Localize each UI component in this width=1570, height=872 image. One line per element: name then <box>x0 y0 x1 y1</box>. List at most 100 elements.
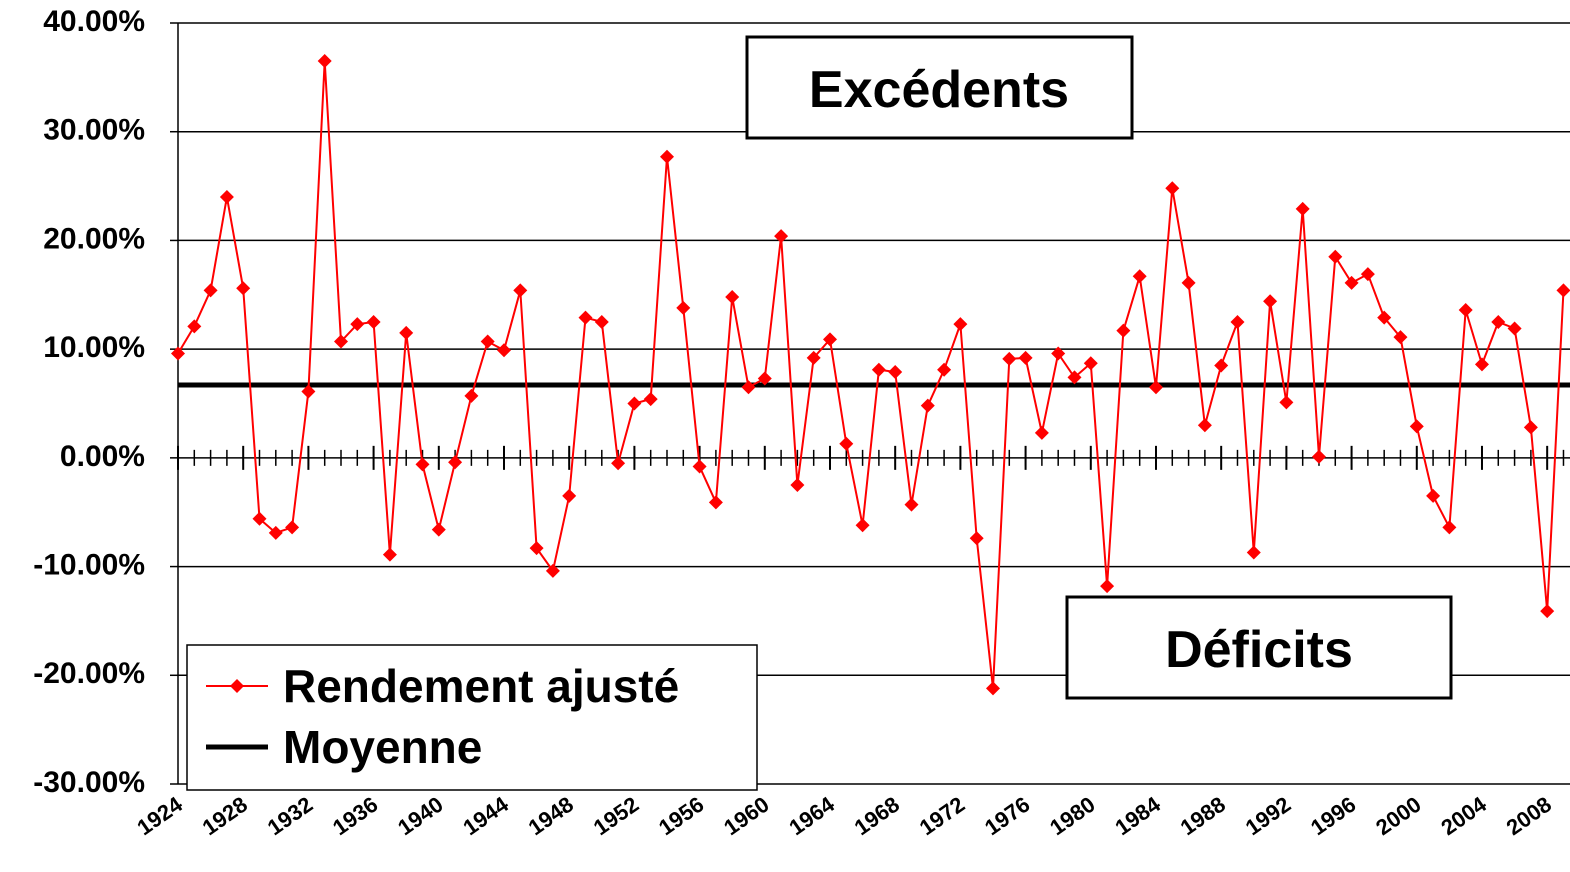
point <box>611 456 626 471</box>
x-tick-label: 2000 <box>1371 792 1425 841</box>
point <box>203 283 218 298</box>
point <box>871 362 886 377</box>
y-tick-label: -20.00% <box>33 657 145 690</box>
point <box>448 455 463 470</box>
point <box>643 392 658 407</box>
y-tick-label: -10.00% <box>33 548 145 581</box>
series-line <box>177 60 1565 689</box>
point <box>822 332 837 347</box>
point <box>904 497 919 512</box>
y-tick-label: 0.00% <box>60 440 145 473</box>
point <box>1556 283 1570 298</box>
x-tick-label: 2004 <box>1436 791 1491 840</box>
point <box>1540 604 1555 619</box>
point <box>806 350 821 365</box>
x-tick-label: 1932 <box>263 792 317 841</box>
x-tick-label: 1988 <box>1176 792 1230 841</box>
point <box>268 525 283 540</box>
point <box>1197 418 1212 433</box>
point <box>513 283 528 298</box>
point <box>1148 380 1163 395</box>
point <box>333 334 348 349</box>
point <box>1018 350 1033 365</box>
x-tick-label: 1928 <box>198 792 252 841</box>
annotation: Déficits <box>1165 621 1353 679</box>
point <box>741 380 756 395</box>
point <box>1458 303 1473 318</box>
x-tick-label: 1984 <box>1110 791 1165 840</box>
y-tick-label: 20.00% <box>43 222 145 255</box>
point <box>937 362 952 377</box>
point <box>171 346 185 361</box>
point <box>382 547 397 562</box>
x-tick-label: 1940 <box>393 792 447 841</box>
x-tick-label: 1996 <box>1306 792 1360 841</box>
point <box>1507 321 1522 336</box>
point <box>1279 395 1294 410</box>
point <box>1165 181 1180 196</box>
point <box>1116 323 1131 338</box>
x-tick-label: 1936 <box>328 792 382 841</box>
point <box>464 388 479 403</box>
legend-box <box>186 644 758 791</box>
point <box>1100 579 1115 594</box>
point <box>285 520 300 535</box>
annotation: Excédents <box>809 61 1069 119</box>
point <box>1002 351 1017 366</box>
legend-label: Moyenne <box>283 721 482 773</box>
annotation-box <box>1065 595 1453 700</box>
x-tick-label: 1976 <box>980 792 1034 841</box>
point <box>594 314 609 329</box>
point <box>757 371 772 386</box>
point <box>1409 419 1424 434</box>
point <box>480 334 495 349</box>
point <box>1474 357 1489 372</box>
point <box>1360 267 1375 282</box>
point <box>1230 314 1245 329</box>
point <box>366 314 381 329</box>
point <box>790 478 805 493</box>
point <box>562 488 577 503</box>
x-tick-label: 1944 <box>458 791 513 840</box>
point <box>529 541 544 556</box>
point <box>774 229 789 244</box>
x-tick-label: 1956 <box>654 792 708 841</box>
point <box>1523 420 1538 435</box>
x-tick-label: 1992 <box>1241 792 1295 841</box>
point <box>350 317 365 332</box>
point <box>187 319 202 334</box>
point <box>1067 370 1082 385</box>
x-tick-label: 1948 <box>524 792 578 841</box>
point <box>1491 314 1506 329</box>
x-tick-label: 1972 <box>915 792 969 841</box>
point <box>301 384 316 399</box>
point <box>1328 249 1343 264</box>
point <box>1083 356 1098 371</box>
point <box>839 436 854 451</box>
point <box>1034 425 1049 440</box>
annotation-box <box>745 35 1134 140</box>
y-tick-label: 30.00% <box>43 114 145 147</box>
point <box>708 495 723 510</box>
y-tick-label: -30.00% <box>33 766 145 799</box>
point <box>692 459 707 474</box>
point <box>1311 449 1326 464</box>
x-tick-label: 1980 <box>1045 792 1099 841</box>
x-tick-label: 1952 <box>589 792 643 841</box>
point <box>969 531 984 546</box>
x-tick-label: 1968 <box>850 792 904 841</box>
legend: Rendement ajusté Moyenne <box>186 644 758 791</box>
point <box>1214 358 1229 373</box>
point <box>1246 545 1261 560</box>
point <box>627 396 642 411</box>
point <box>1393 330 1408 345</box>
point <box>545 563 560 578</box>
point <box>219 189 234 204</box>
point <box>1426 488 1441 503</box>
point <box>985 681 1000 696</box>
point <box>659 149 674 164</box>
point <box>415 457 430 472</box>
plot <box>171 54 1570 696</box>
point <box>1295 201 1310 216</box>
